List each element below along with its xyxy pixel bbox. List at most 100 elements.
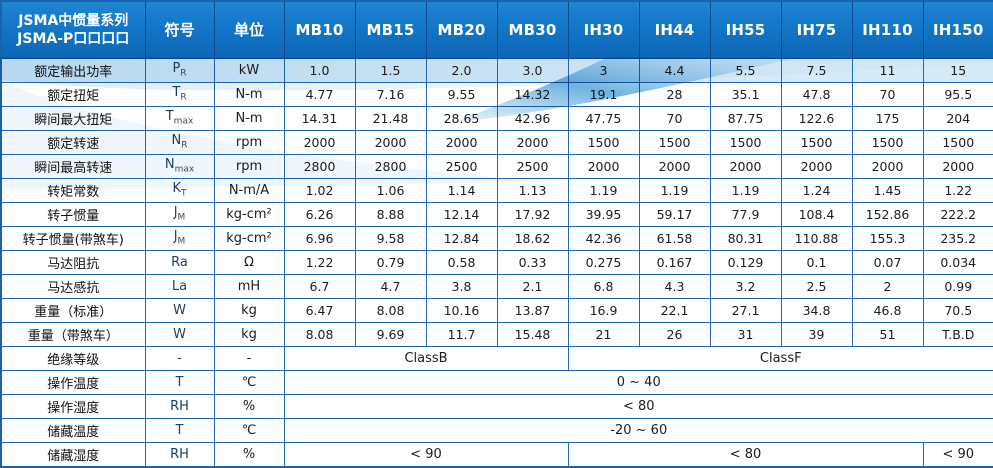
value-cell: 12.84 (425, 225, 498, 251)
value-cell: 70 (851, 81, 924, 107)
value-cell: 1.06 (354, 177, 427, 203)
symbol-main: W (173, 302, 186, 318)
unit-cell: % (213, 393, 285, 419)
value-cell: 80.31 (709, 225, 782, 251)
unit-cell: kg (213, 297, 285, 323)
spec-row: 马达感抗 La mH 6.7 4.7 3.8 2.1 6.8 4.3 3.2 2.5 2 0.99 (0, 273, 993, 299)
value-cell: 1500 (567, 129, 640, 155)
value-cell: 3 (567, 57, 640, 83)
symbol-cell: TR (144, 81, 215, 107)
column-header-model-ih150: IH150 (922, 1, 993, 59)
value-cell: 42.36 (567, 225, 640, 251)
spec-table-body: 额定输出功率 PR kW 1.0 1.5 2.0 3.0 3 4.4 5.5 7.5 11 15 额定扭矩… (0, 57, 993, 468)
value-cell: 15 (922, 57, 993, 83)
value-cell: 70 (638, 105, 711, 131)
value-cell: 1.22 (283, 249, 356, 275)
series-title-line1: JSMA中惯量系列 (18, 12, 129, 29)
symbol-main: T (175, 374, 184, 390)
value-cell: 3.0 (496, 57, 569, 83)
column-header-model-mb20: MB20 (425, 1, 498, 59)
unit-cell: kg (213, 321, 285, 347)
value-cell: 0.167 (638, 249, 711, 275)
column-header-unit: 单位 (213, 1, 285, 59)
symbol-cell: KT (144, 177, 215, 203)
symbol-cell: NR (144, 129, 215, 155)
unit-cell: kg-cm² (213, 225, 285, 251)
symbol-main: RH (170, 398, 189, 414)
spec-row: 瞬间最高转速 Nmax rpm 2800 2800 2500 2500 2000 2000 200… (0, 153, 993, 179)
value-cell: 0.07 (851, 249, 924, 275)
value-cell: 18.62 (496, 225, 569, 251)
value-cell: 1.0 (283, 57, 356, 83)
value-cell: 34.8 (780, 297, 853, 323)
symbol-cell: W (144, 321, 215, 347)
value-cell: 1.02 (283, 177, 356, 203)
value-cell: 39 (780, 321, 853, 347)
value-cell: 0.58 (425, 249, 498, 275)
value-cell: 222.2 (922, 201, 993, 227)
symbol-main: K (172, 181, 182, 197)
unit-cell: mH (213, 273, 285, 299)
value-cell: 0.129 (709, 249, 782, 275)
value-cell: 16.9 (567, 297, 640, 323)
value-cell: 8.08 (354, 297, 427, 323)
value-cell: 0.99 (922, 273, 993, 299)
column-header-model-ih44: IH44 (638, 1, 711, 59)
value-cell: 46.8 (851, 297, 924, 323)
value-cell: 0.1 (780, 249, 853, 275)
value-cell: 28 (638, 81, 711, 107)
value-cell: 108.4 (780, 201, 853, 227)
symbol-main: La (171, 278, 188, 294)
value-cell: 1.19 (709, 177, 782, 203)
merged-value-cell: < 80 (567, 441, 924, 468)
value-cell: 235.2 (922, 225, 993, 251)
row-label: 操作湿度 (0, 393, 146, 419)
value-cell: 11.7 (425, 321, 498, 347)
symbol-main: - (177, 350, 182, 366)
value-cell: 77.9 (709, 201, 782, 227)
symbol-main: J (173, 229, 178, 245)
column-header-model-ih75: IH75 (780, 1, 853, 59)
row-label: 重量（标准） (0, 297, 146, 323)
symbol-cell: W (144, 297, 215, 323)
value-cell: 0.33 (496, 249, 569, 275)
symbol-subscript: T (181, 188, 187, 199)
value-cell: 2000 (780, 153, 853, 179)
value-cell: 1.19 (567, 177, 640, 203)
unit-cell: kg-cm² (213, 201, 285, 227)
symbol-cell: La (144, 273, 215, 299)
symbol-cell: Tmax (144, 105, 215, 131)
spec-row: 操作温度 T ℃ 0 ~ 40 (0, 369, 993, 395)
column-header-model-mb15: MB15 (354, 1, 427, 59)
symbol-subscript: R (180, 68, 187, 79)
value-cell: 15.48 (496, 321, 569, 347)
value-cell: 4.3 (638, 273, 711, 299)
value-cell: 2800 (283, 153, 356, 179)
row-label: 储藏温度 (0, 417, 146, 443)
value-cell: 13.87 (496, 297, 569, 323)
symbol-main: T (165, 109, 174, 125)
row-label: 额定输出功率 (0, 57, 146, 83)
value-cell: 2000 (638, 153, 711, 179)
value-cell: 175 (851, 105, 924, 131)
value-cell: 0.034 (922, 249, 993, 275)
value-cell: 2000 (283, 129, 356, 155)
column-header-model-ih55: IH55 (709, 1, 782, 59)
row-label: 马达阻抗 (0, 249, 146, 275)
unit-cell: ℃ (213, 369, 285, 395)
value-cell: 70.5 (922, 297, 993, 323)
value-cell: 95.5 (922, 81, 993, 107)
value-cell: 12.14 (425, 201, 498, 227)
value-cell: 1500 (780, 129, 853, 155)
row-label: 转矩常数 (0, 177, 146, 203)
value-cell: 2000 (567, 153, 640, 179)
value-cell: 5.5 (709, 57, 782, 83)
symbol-main: N (171, 133, 182, 149)
value-cell: 2.0 (425, 57, 498, 83)
spec-row: 额定扭矩 TR N-m 4.77 7.16 9.55 14.32 19.1 28 35.1 47.8… (0, 81, 993, 107)
spec-row: 转子惯量(带煞车) JM kg-cm² 6.96 9.58 12.84 18.62 42.36… (0, 225, 993, 251)
symbol-cell: PR (144, 57, 215, 83)
row-label: 转子惯量(带煞车) (0, 225, 146, 251)
